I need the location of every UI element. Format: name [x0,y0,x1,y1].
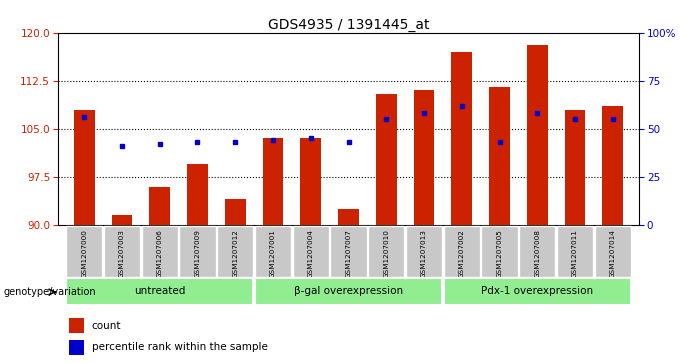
FancyBboxPatch shape [481,225,517,277]
Text: GSM1207000: GSM1207000 [81,229,87,278]
Text: GSM1207014: GSM1207014 [610,229,616,278]
FancyBboxPatch shape [519,225,556,277]
Bar [564,110,585,225]
Text: GSM1207008: GSM1207008 [534,229,541,278]
Bar [376,94,396,225]
Text: GSM1207005: GSM1207005 [496,229,503,278]
Text: Pdx-1 overexpression: Pdx-1 overexpression [481,286,594,296]
FancyBboxPatch shape [66,278,254,305]
Bar [187,164,208,225]
FancyBboxPatch shape [217,225,254,277]
FancyBboxPatch shape [368,225,405,277]
Text: GSM1207012: GSM1207012 [233,229,238,278]
Text: GSM1207009: GSM1207009 [194,229,201,278]
Bar [74,110,95,225]
Text: count: count [92,321,121,331]
Title: GDS4935 / 1391445_at: GDS4935 / 1391445_at [268,18,429,32]
FancyBboxPatch shape [141,225,178,277]
FancyBboxPatch shape [330,225,367,277]
Bar [112,216,133,225]
Text: genotype/variation: genotype/variation [3,287,96,297]
FancyBboxPatch shape [66,225,103,277]
FancyBboxPatch shape [292,225,329,277]
FancyBboxPatch shape [443,278,631,305]
Bar [225,199,245,225]
Text: GSM1207003: GSM1207003 [119,229,125,278]
Bar [527,45,547,225]
Bar [452,52,472,225]
Text: GSM1207013: GSM1207013 [421,229,427,278]
Text: β-gal overexpression: β-gal overexpression [294,286,403,296]
Text: GSM1207001: GSM1207001 [270,229,276,278]
Bar [262,139,284,225]
FancyBboxPatch shape [443,225,480,277]
Bar [150,187,170,225]
Text: GSM1207004: GSM1207004 [308,229,313,278]
Text: GSM1207011: GSM1207011 [572,229,578,278]
Bar [489,87,510,225]
Bar [69,339,84,355]
Text: untreated: untreated [134,286,186,296]
Bar [338,209,359,225]
Text: GSM1207010: GSM1207010 [384,229,389,278]
FancyBboxPatch shape [406,225,442,277]
Bar [413,90,435,225]
Bar [602,106,623,225]
FancyBboxPatch shape [255,225,291,277]
Text: GSM1207006: GSM1207006 [156,229,163,278]
FancyBboxPatch shape [180,225,216,277]
Text: percentile rank within the sample: percentile rank within the sample [92,342,267,352]
Text: GSM1207007: GSM1207007 [345,229,352,278]
FancyBboxPatch shape [255,278,442,305]
Bar [69,318,84,333]
FancyBboxPatch shape [594,225,631,277]
Bar [301,139,321,225]
FancyBboxPatch shape [104,225,140,277]
FancyBboxPatch shape [557,225,593,277]
Text: GSM1207002: GSM1207002 [459,229,464,278]
